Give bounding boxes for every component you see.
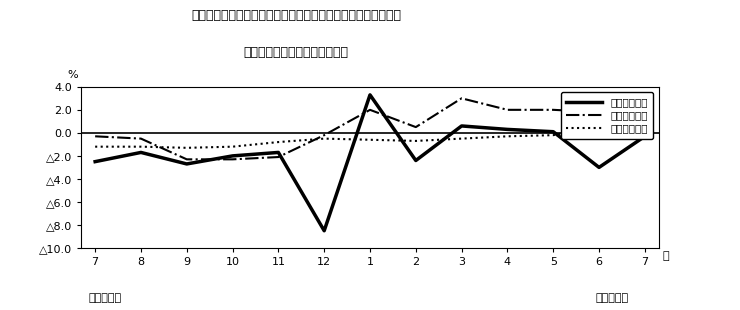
常用雇用指数 xyxy=(595,124,604,128)
現金給与総額 xyxy=(457,124,466,128)
常用雇用指数 xyxy=(366,138,374,142)
総実労働時間 xyxy=(182,157,191,161)
Line: 常用雇用指数: 常用雇用指数 xyxy=(95,121,645,148)
常用雇用指数 xyxy=(320,137,329,140)
常用雇用指数 xyxy=(549,133,558,137)
現金給与総額 xyxy=(503,127,512,131)
総実労働時間 xyxy=(320,133,329,137)
総実労働時間 xyxy=(595,110,604,114)
常用雇用指数 xyxy=(640,119,649,123)
総実労働時間 xyxy=(549,108,558,112)
現金給与総額 xyxy=(228,154,237,158)
Text: 平成２１年: 平成２１年 xyxy=(89,293,122,303)
総実労働時間 xyxy=(457,96,466,100)
総実労働時間 xyxy=(91,135,100,138)
総実労働時間 xyxy=(366,108,374,112)
総実労働時間 xyxy=(411,125,420,129)
常用雇用指数 xyxy=(136,145,145,148)
総実労働時間 xyxy=(136,137,145,140)
常用雇用指数 xyxy=(182,146,191,150)
現金給与総額 xyxy=(595,166,604,169)
現金給与総額 xyxy=(549,130,558,134)
Legend: 現金給与総額, 総実労働時間, 常用雇用指数: 現金給与総額, 総実労働時間, 常用雇用指数 xyxy=(561,92,653,139)
Text: %: % xyxy=(67,70,78,80)
現金給与総額 xyxy=(320,229,329,232)
総実労働時間 xyxy=(274,155,283,159)
Line: 現金給与総額: 現金給与総額 xyxy=(95,95,645,231)
常用雇用指数 xyxy=(274,140,283,144)
現金給与総額 xyxy=(136,151,145,154)
Text: 月: 月 xyxy=(662,251,669,261)
Text: 第４図　賃金、労働時間、常用雇用指数　対前年同月比の推移: 第４図 賃金、労働時間、常用雇用指数 対前年同月比の推移 xyxy=(191,9,401,22)
常用雇用指数 xyxy=(503,135,512,138)
Line: 総実労働時間: 総実労働時間 xyxy=(95,98,645,159)
現金給与総額 xyxy=(91,160,100,163)
現金給与総額 xyxy=(366,93,374,97)
Text: （規模５人以上　調査産業計）: （規模５人以上 調査産業計） xyxy=(243,46,349,60)
Text: 平成２２年: 平成２２年 xyxy=(596,293,629,303)
常用雇用指数 xyxy=(411,139,420,143)
総実労働時間 xyxy=(640,119,649,123)
常用雇用指数 xyxy=(228,145,237,148)
現金給与総額 xyxy=(411,159,420,162)
総実労働時間 xyxy=(503,108,512,112)
常用雇用指数 xyxy=(91,145,100,148)
常用雇用指数 xyxy=(457,137,466,140)
現金給与総額 xyxy=(640,135,649,138)
現金給与総額 xyxy=(274,151,283,154)
総実労働時間 xyxy=(228,157,237,161)
現金給与総額 xyxy=(182,162,191,166)
